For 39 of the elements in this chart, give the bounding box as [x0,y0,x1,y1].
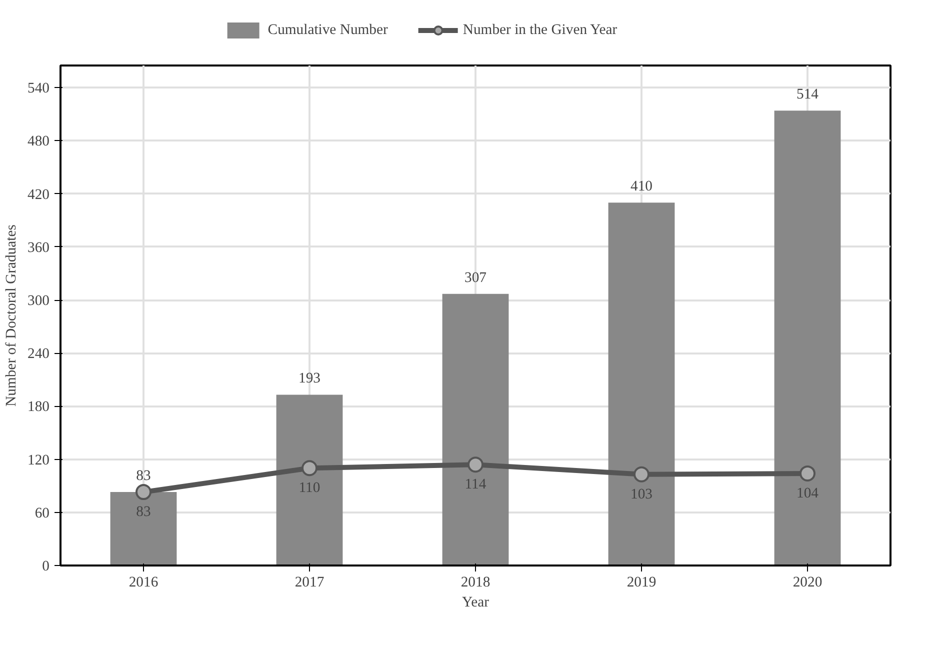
data-label: 110 [298,480,320,496]
point [800,465,816,482]
bar [608,202,675,566]
point [136,484,152,500]
legend-label: Cumulative Number [268,22,388,38]
data-label: 104 [796,485,820,502]
y-tick-label: 300 [28,293,50,310]
y-tick-label: 60 [34,505,50,522]
x-tick-label: 2019 [626,574,656,590]
y-tick-label: 480 [28,134,50,150]
data-label: 83 [136,504,151,520]
point [468,456,484,473]
y-tick-label: 540 [28,80,50,97]
point [634,466,650,482]
y-tick-label: 0 [42,558,50,574]
x-tick-label: 2017 [294,574,324,590]
x-tick-label: 2020 [792,574,822,590]
bar [774,110,841,566]
bar [442,294,509,566]
data-label: 103 [630,486,652,502]
bar [110,492,177,566]
data-label: 83 [136,468,151,484]
y-tick-label: 120 [28,452,50,468]
x-tick-label: 2016 [128,574,158,590]
data-label: 514 [796,86,820,103]
y-tick-label: 360 [28,240,50,256]
y-axis-title: Number of Doctoral Graduates [4,224,20,406]
data-label: 410 [630,178,652,195]
x-tick-label: 2018 [460,574,490,590]
bar [276,394,343,566]
data-label: 193 [298,370,320,387]
legend-label: Number in the Given Year [462,22,618,38]
data-label: 114 [464,476,487,493]
x-axis-title: Year [462,594,490,610]
data-label: 307 [464,270,486,286]
y-tick-label: 420 [28,186,50,203]
y-tick-label: 240 [28,346,50,362]
y-tick-label: 180 [28,399,50,416]
point [302,460,318,476]
